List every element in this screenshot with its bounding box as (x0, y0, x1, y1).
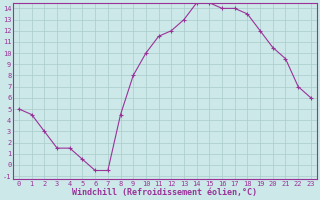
X-axis label: Windchill (Refroidissement éolien,°C): Windchill (Refroidissement éolien,°C) (72, 188, 258, 197)
